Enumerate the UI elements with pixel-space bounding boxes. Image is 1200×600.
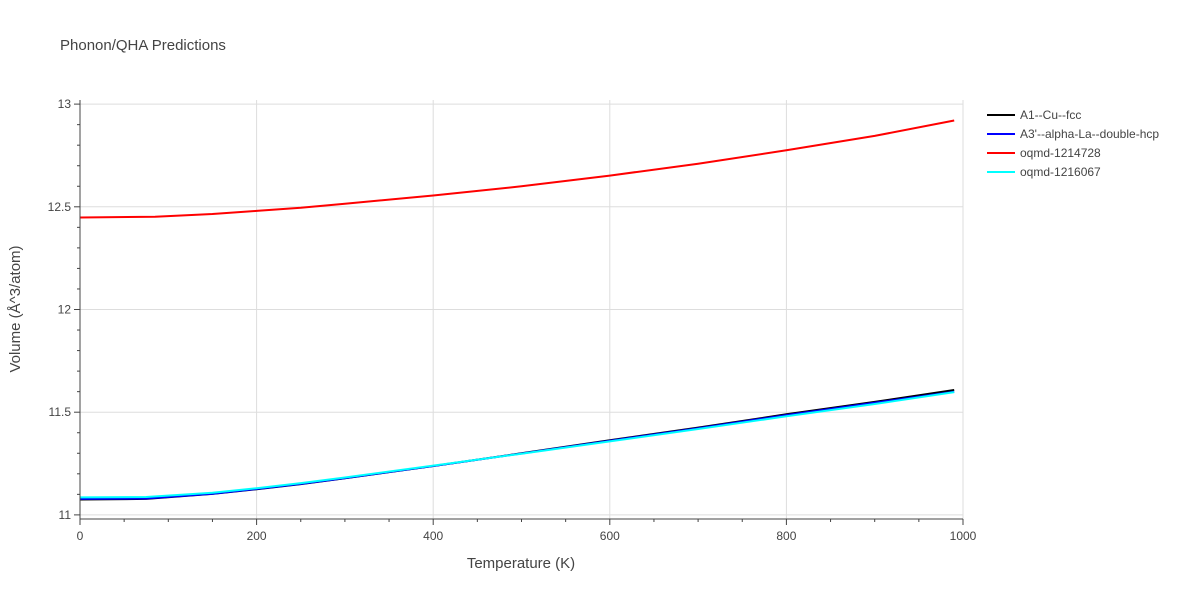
- y-tick-label: 13: [58, 97, 72, 111]
- legend-item[interactable]: oqmd-1216067: [987, 165, 1101, 179]
- legend: A1--Cu--fcc A3'--alpha-La--double-hcp oqmd…: [987, 108, 1159, 179]
- series-line-A1--Cu--fcc: [79, 389, 955, 501]
- x-tick-label: 200: [247, 529, 267, 543]
- legend-label: A3'--alpha-La--double-hcp: [1020, 127, 1159, 141]
- y-tick-label: 11: [59, 508, 72, 522]
- x-tick-label: 800: [776, 529, 796, 543]
- legend-item[interactable]: A3'--alpha-La--double-hcp: [987, 127, 1159, 141]
- series-lines: [79, 119, 955, 501]
- legend-label: oqmd-1214728: [1020, 146, 1101, 160]
- y-tick-label: 12.5: [48, 200, 72, 214]
- y-tick-label: 12: [58, 303, 72, 317]
- legend-item[interactable]: A1--Cu--fcc: [987, 108, 1081, 122]
- series-line-oqmd-1214728: [79, 119, 955, 219]
- y-tick-label: 11.5: [49, 405, 72, 419]
- series-line-A3'--alpha-La--double-hcp: [79, 390, 955, 500]
- x-tick-label: 400: [423, 529, 443, 543]
- x-tick-label: 1000: [950, 529, 977, 543]
- x-axis-title: Temperature (K): [467, 555, 575, 572]
- x-tick-label: 600: [600, 529, 620, 543]
- series-line-oqmd-1216067: [79, 391, 955, 499]
- chart-title: Phonon/QHA Predictions: [60, 37, 226, 54]
- grid: [80, 100, 964, 519]
- y-axis-title: Volume (Å^3/atom): [7, 245, 24, 372]
- x-tick-labels: 0 200 400 600 800 1000: [77, 529, 977, 543]
- y-tick-labels: 11 11.5 12 12.5 13: [48, 97, 72, 522]
- legend-label: A1--Cu--fcc: [1020, 108, 1081, 122]
- legend-item[interactable]: oqmd-1214728: [987, 146, 1101, 160]
- axes: [74, 100, 964, 525]
- legend-label: oqmd-1216067: [1020, 165, 1101, 179]
- x-tick-label: 0: [77, 529, 84, 543]
